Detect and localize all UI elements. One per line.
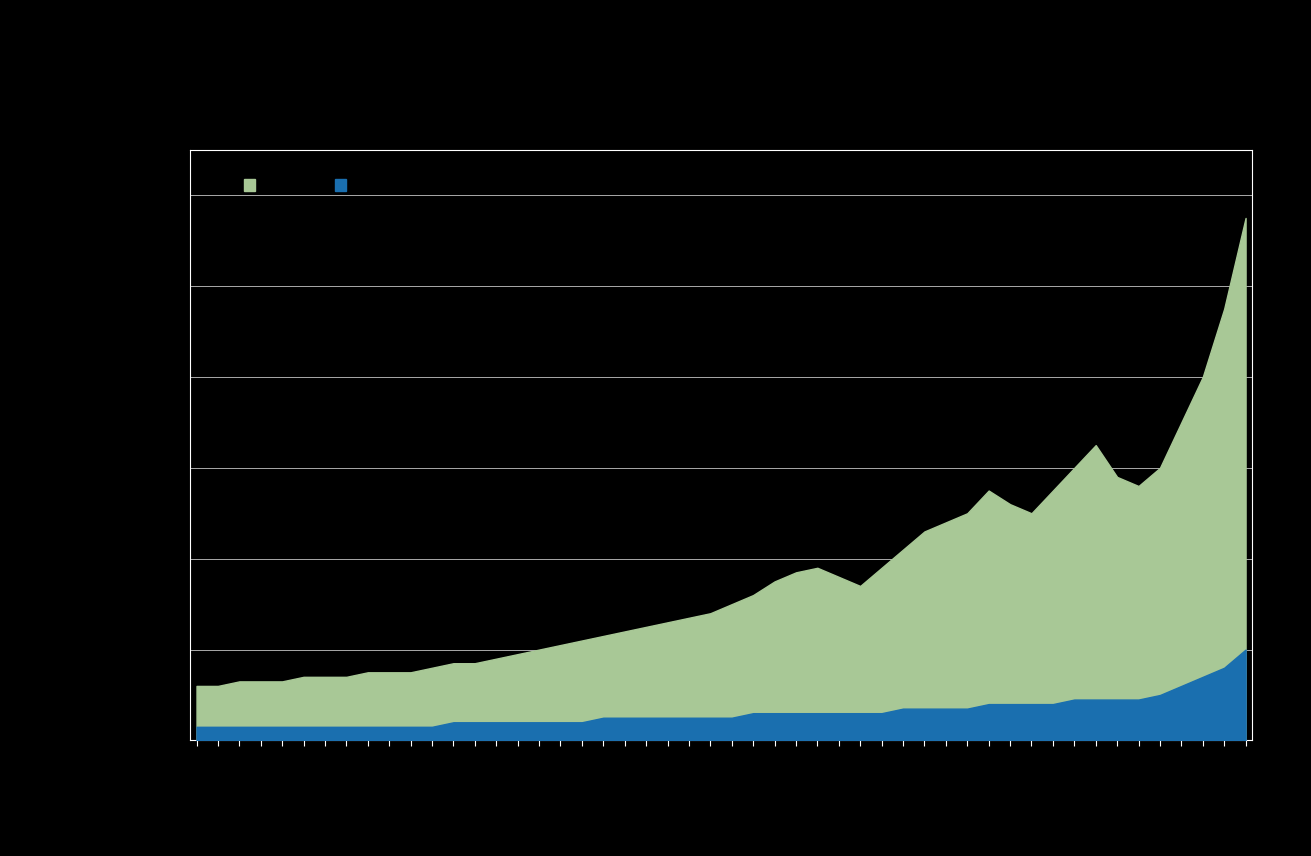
Legend: , : , xyxy=(240,175,362,197)
